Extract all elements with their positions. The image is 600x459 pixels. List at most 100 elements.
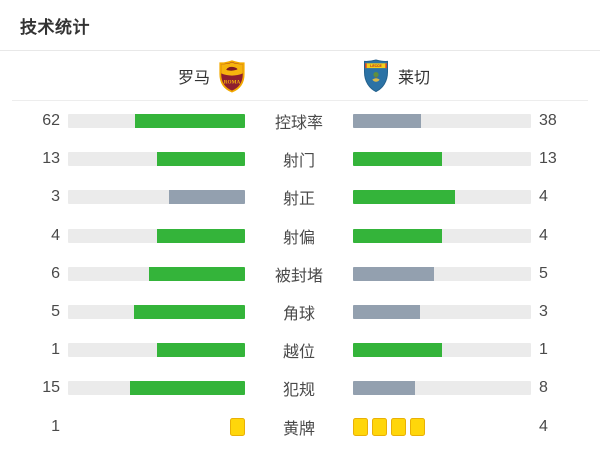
bar-track-away <box>353 228 531 243</box>
stat-label: 控球率 <box>274 115 323 133</box>
stat-row: 15 犯规 8 <box>0 369 600 407</box>
stat-bar-away <box>353 305 531 320</box>
stat-row: 1 黄牌 4 <box>0 408 600 446</box>
stat-bar-away <box>353 114 531 129</box>
stat-row: 3 射正 4 <box>0 178 600 216</box>
stat-value-home: 15 <box>42 379 60 397</box>
stat-bar-home <box>68 266 245 281</box>
bar-fill-home <box>134 305 245 320</box>
stat-bar-away <box>353 190 531 205</box>
yellow-cards-away <box>353 417 531 436</box>
stat-bar-away <box>353 381 531 396</box>
stat-bar-away <box>353 152 531 167</box>
bar-track-away <box>353 343 531 358</box>
stat-label: 射正 <box>282 191 315 209</box>
bar-fill-away <box>353 343 442 358</box>
svg-text:LECCE: LECCE <box>370 64 382 68</box>
stat-bar-home <box>68 114 245 129</box>
stat-value-away: 4 <box>539 226 548 244</box>
stat-row: 62 控球率 38 <box>0 102 600 140</box>
stat-row: 6 被封堵 5 <box>0 255 600 293</box>
stat-row: 13 射门 13 <box>0 140 600 178</box>
bar-fill-home <box>156 343 245 358</box>
stat-bar-home <box>68 381 245 396</box>
stat-value-home: 6 <box>51 264 60 282</box>
stat-label: 被封堵 <box>274 267 323 285</box>
stat-bar-home <box>68 190 245 205</box>
svg-text:ROMA: ROMA <box>224 79 241 85</box>
bar-fill-away <box>353 305 420 320</box>
bar-track-away <box>353 305 531 320</box>
panel-title: 技术统计 <box>20 17 90 37</box>
stat-label: 黄牌 <box>282 420 315 438</box>
stat-bar-home <box>68 152 245 167</box>
stat-row: 5 角球 3 <box>0 293 600 331</box>
yellow-card-icon <box>372 417 387 436</box>
bar-track-home <box>68 266 245 281</box>
yellow-card-icon <box>410 417 425 436</box>
stat-value-away: 5 <box>539 264 548 282</box>
bar-track-away <box>353 266 531 281</box>
bar-track-home <box>68 343 245 358</box>
bar-track-home <box>68 190 245 205</box>
stat-value-home: 4 <box>51 226 60 244</box>
bar-fill-away <box>353 266 434 281</box>
team-away-name: 莱切 <box>398 70 431 87</box>
bar-fill-away <box>353 114 421 129</box>
stat-value-away: 8 <box>539 379 548 397</box>
bar-fill-home <box>169 190 245 205</box>
bar-fill-away <box>353 381 415 396</box>
bar-track-home <box>68 114 245 129</box>
bar-fill-away <box>353 152 442 167</box>
stat-row: 1 越位 1 <box>0 331 600 369</box>
stat-value-home: 3 <box>51 188 60 206</box>
stat-label: 角球 <box>282 306 315 324</box>
stat-bar-home <box>68 305 245 320</box>
bar-track-home <box>68 228 245 243</box>
bar-fill-away <box>353 190 455 205</box>
stat-label: 犯规 <box>282 382 315 400</box>
stat-value-away: 4 <box>539 417 548 435</box>
bar-fill-home <box>148 266 245 281</box>
stat-value-away: 13 <box>539 150 557 168</box>
team-home[interactable]: 罗马 ROMA <box>0 59 245 93</box>
bar-fill-away <box>353 228 442 243</box>
stat-value-home: 5 <box>51 303 60 321</box>
stat-value-home: 1 <box>51 417 60 435</box>
yellow-card-icon <box>230 417 245 436</box>
stat-bar-home <box>68 343 245 358</box>
bar-fill-home <box>135 114 245 129</box>
yellow-cards-home <box>68 417 245 436</box>
bar-fill-home <box>129 381 245 396</box>
bar-track-home <box>68 305 245 320</box>
stat-value-home: 62 <box>42 112 60 130</box>
stat-label: 越位 <box>282 344 315 362</box>
stat-value-away: 1 <box>539 341 548 359</box>
stat-bar-home <box>68 228 245 243</box>
stat-value-away: 4 <box>539 188 548 206</box>
bar-track-home <box>68 152 245 167</box>
lecce-crest-icon: LECCE <box>363 59 389 93</box>
stats-rows: 62 控球率 38 13 射门 13 3 射正 4 4 射偏 4 6 被封堵 5 5 角球 3 1 越位 1 15 犯规 8 1… <box>0 101 600 446</box>
team-away[interactable]: LECCE 莱切 <box>353 59 600 93</box>
stat-bar-away <box>353 228 531 243</box>
bar-fill-home <box>156 228 245 243</box>
bar-track-home <box>68 381 245 396</box>
yellow-card-icon <box>391 417 406 436</box>
stat-value-away: 3 <box>539 303 548 321</box>
bar-track-away <box>353 190 531 205</box>
teams-header: 罗马 ROMA LECCE <box>0 51 600 101</box>
team-home-name: 罗马 <box>177 70 210 87</box>
bar-fill-home <box>156 152 245 167</box>
stat-value-home: 13 <box>42 150 60 168</box>
stat-value-away: 38 <box>539 112 557 130</box>
bar-track-away <box>353 152 531 167</box>
stat-value-home: 1 <box>51 341 60 359</box>
bar-track-away <box>353 114 531 129</box>
stat-bar-away <box>353 343 531 358</box>
bar-track-away <box>353 381 531 396</box>
roma-crest-icon: ROMA <box>219 59 245 93</box>
stat-row: 4 射偏 4 <box>0 217 600 255</box>
panel-header: 技术统计 <box>0 0 600 51</box>
